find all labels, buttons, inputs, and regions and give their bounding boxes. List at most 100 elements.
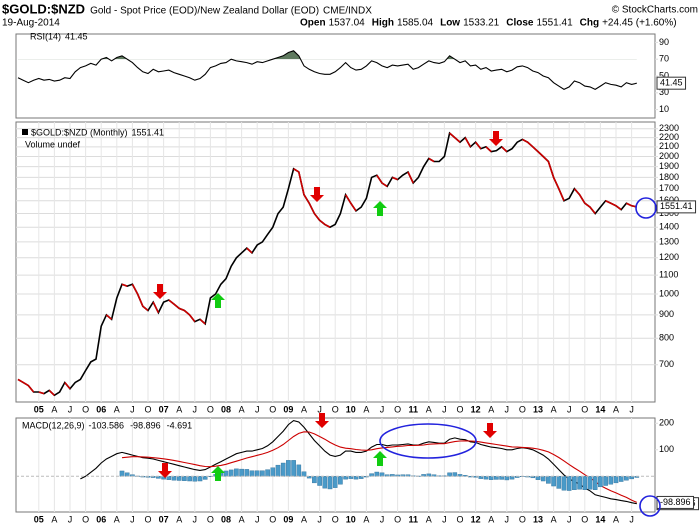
histogram-bar	[551, 476, 556, 487]
x-tick-label: 11	[408, 404, 418, 414]
x-tick-label: O	[394, 514, 401, 524]
histogram-bar	[488, 476, 494, 480]
x-tick-label: J	[442, 404, 447, 414]
down-segment	[246, 247, 253, 254]
histogram-bar	[598, 476, 603, 488]
histogram-bar	[301, 471, 307, 477]
histogram-bar	[265, 469, 270, 477]
y-tick-label: 2000	[659, 151, 679, 161]
histogram-bar	[624, 476, 629, 481]
histogram-bar	[322, 476, 328, 489]
value-tag-box	[656, 495, 695, 509]
x-tick-label: J	[442, 514, 447, 524]
down-segment	[188, 314, 196, 323]
x-tick-label: A	[613, 514, 619, 524]
histogram-bar	[291, 460, 296, 477]
down-arrow	[158, 463, 172, 478]
series-line	[17, 131, 637, 397]
x-tick-label: 06	[96, 514, 106, 524]
histogram-bar	[452, 472, 458, 477]
histogram-bar	[540, 476, 546, 482]
down-segment	[552, 177, 560, 190]
down-segment	[199, 318, 206, 325]
down-segment	[173, 303, 180, 309]
x-tick-label: O	[581, 514, 588, 524]
histogram-bar	[119, 470, 125, 477]
down-segment	[308, 202, 316, 214]
x-tick-label: J	[505, 514, 510, 524]
histogram-bar	[577, 476, 582, 490]
down-segment	[474, 141, 482, 150]
legend-value: -103.586	[89, 420, 125, 430]
x-tick-label: O	[144, 404, 151, 414]
x-tick-label: 13	[533, 514, 543, 524]
value-tag-label: -98.896	[660, 497, 691, 507]
histogram-bar	[447, 472, 452, 477]
down-arrow	[483, 423, 497, 438]
down-segment	[48, 389, 55, 396]
x-tick-label: A	[488, 514, 494, 524]
y-tick-label: 2300	[659, 123, 679, 133]
y-tick-label: 800	[659, 333, 674, 343]
x-tick-label: 05	[34, 404, 44, 414]
histogram-bar	[176, 476, 182, 481]
x-tick-label: J	[629, 404, 634, 414]
instrument-name: Gold - Spot Price (EOD)/New Zealand Doll…	[90, 6, 319, 17]
down-segment	[454, 136, 461, 143]
x-tick-label: A	[51, 404, 57, 414]
x-tick-label: J	[255, 404, 260, 414]
panel-frame	[15, 33, 656, 119]
down-arrow	[153, 284, 167, 299]
histogram-bar	[166, 476, 172, 480]
down-segment	[527, 141, 534, 148]
down-segment	[38, 391, 45, 395]
legend-value: 41.45	[65, 31, 88, 41]
x-tick-label: O	[269, 404, 276, 414]
down-segment	[485, 146, 492, 153]
y-tick-label: 700	[659, 359, 674, 369]
value-tag: -98.896	[656, 495, 695, 509]
y-tick-label: 1800	[659, 172, 679, 182]
down-segment	[344, 194, 352, 204]
down-arrow	[310, 187, 324, 202]
x-tick-label: 08	[221, 514, 231, 524]
y-tick-label: 2100	[659, 141, 679, 151]
x-tick-label: A	[426, 404, 432, 414]
histogram-bar	[187, 476, 192, 482]
x-tick-label: A	[51, 514, 57, 524]
x-tick-label: J	[629, 514, 634, 524]
quote-label: Chg	[580, 18, 599, 29]
down-segment	[537, 151, 544, 158]
x-tick-label: J	[193, 404, 198, 414]
x-tick-label: 09	[283, 404, 293, 414]
x-tick-label: O	[456, 514, 463, 524]
x-tick-label: A	[613, 404, 619, 414]
x-tick-label: J	[193, 514, 198, 524]
down-segment	[381, 182, 388, 188]
histogram-bar	[374, 471, 380, 477]
down-segment	[542, 155, 549, 163]
down-segment	[121, 283, 128, 287]
histogram-bar	[306, 476, 312, 479]
y-tick-label: 1900	[659, 161, 679, 171]
x-tick-label: O	[332, 404, 339, 414]
down-segment	[142, 305, 149, 312]
x-tick-label: O	[269, 514, 276, 524]
down-segment	[615, 205, 622, 211]
y-tick-label: 100	[659, 444, 674, 454]
histogram-bar	[296, 464, 302, 477]
histogram-bar	[348, 476, 354, 479]
y-tick-label: 900	[659, 309, 674, 319]
x-tick-label: 12	[471, 514, 481, 524]
x-tick-label: A	[114, 404, 120, 414]
down-segment	[313, 213, 321, 221]
legend-name: MACD(12,26,9)	[22, 420, 85, 430]
down-segment	[152, 301, 160, 314]
x-tick-label: 10	[346, 514, 356, 524]
x-tick-label: O	[82, 404, 89, 414]
down-segment	[610, 202, 617, 207]
histogram-bar	[317, 476, 322, 486]
down-segment	[64, 381, 71, 390]
series-line	[121, 431, 638, 503]
